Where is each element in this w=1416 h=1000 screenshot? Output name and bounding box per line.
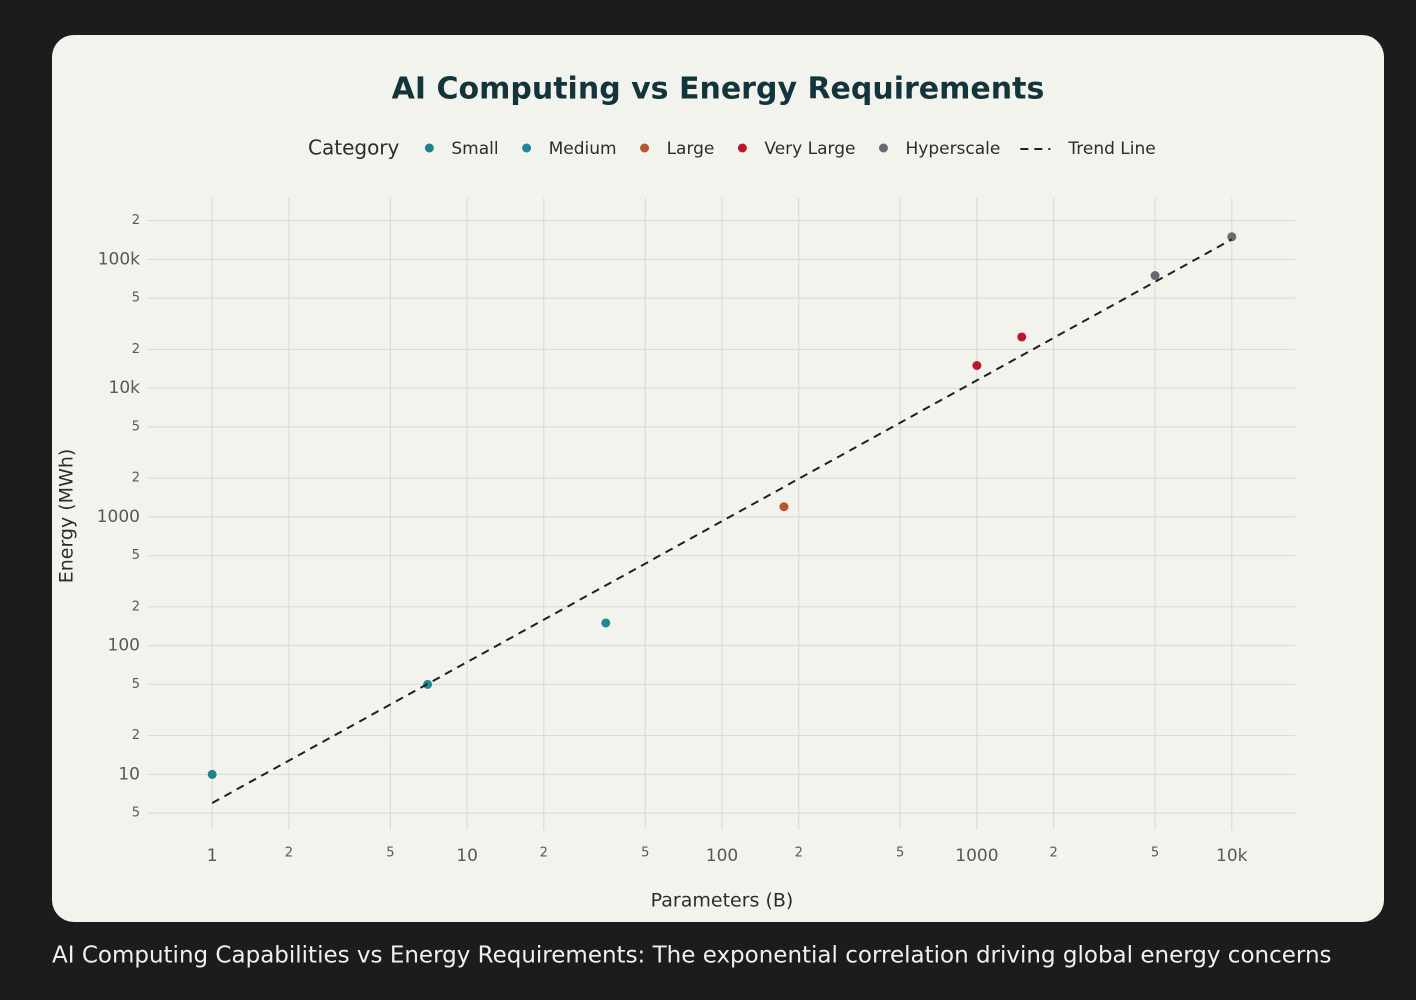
x-tick-label: 10	[456, 846, 478, 866]
legend-label: Small	[451, 139, 498, 159]
x-tick-label: 5	[641, 846, 649, 861]
y-tick-label: 2	[132, 728, 140, 743]
y-tick-label: 5	[132, 806, 140, 821]
y-tick-label: 2	[132, 471, 140, 486]
x-tick-label: 2	[795, 846, 803, 861]
data-point	[779, 502, 789, 512]
legend-marker	[522, 143, 532, 153]
data-point	[601, 618, 611, 628]
x-tick-label: 100	[706, 846, 738, 866]
data-point	[1150, 271, 1160, 281]
legend-marker	[737, 143, 747, 153]
caption: AI Computing Capabilities vs Energy Requ…	[52, 943, 1332, 969]
legend-label: Hyperscale	[905, 139, 1000, 159]
x-tick-label: 5	[386, 846, 394, 861]
x-tick-label: 2	[540, 846, 548, 861]
x-tick-label: 2	[1049, 846, 1057, 861]
legend-label: Very Large	[764, 139, 855, 159]
data-point	[1017, 332, 1027, 342]
legend-label: Trend Line	[1067, 139, 1155, 159]
x-tick-label: 10k	[1216, 846, 1248, 866]
data-point	[972, 361, 982, 371]
y-tick-label: 10	[118, 764, 140, 784]
y-tick-label: 5	[132, 677, 140, 692]
chart-title: AI Computing vs Energy Requirements	[392, 72, 1045, 107]
data-point	[207, 769, 217, 779]
y-tick-label: 1000	[97, 507, 140, 527]
y-tick-label: 2	[132, 213, 140, 228]
y-tick-label: 5	[132, 291, 140, 306]
legend-marker	[878, 143, 888, 153]
y-tick-label: 5	[132, 419, 140, 434]
y-axis-label: Energy (MWh)	[56, 449, 78, 584]
y-tick-label: 10k	[109, 378, 141, 398]
y-tick-label: 100k	[98, 249, 140, 269]
x-tick-label: 2	[285, 846, 293, 861]
trend-line	[211, 238, 1233, 804]
legend-marker	[640, 143, 650, 153]
y-tick-label: 2	[132, 342, 140, 357]
data-point	[1227, 232, 1237, 242]
legend-label: Large	[667, 139, 715, 159]
y-tick-label: 5	[132, 548, 140, 563]
x-tick-label: 1	[207, 846, 218, 866]
x-axis-label: Parameters (B)	[651, 890, 794, 912]
legend-title: Category	[308, 136, 400, 160]
x-tick-label: 5	[1151, 846, 1159, 861]
legend-label: Medium	[549, 139, 617, 159]
y-tick-label: 100	[108, 636, 140, 656]
x-tick-label: 1000	[955, 846, 998, 866]
x-tick-label: 5	[896, 846, 904, 861]
legend-marker	[424, 143, 434, 153]
y-tick-label: 2	[132, 599, 140, 614]
